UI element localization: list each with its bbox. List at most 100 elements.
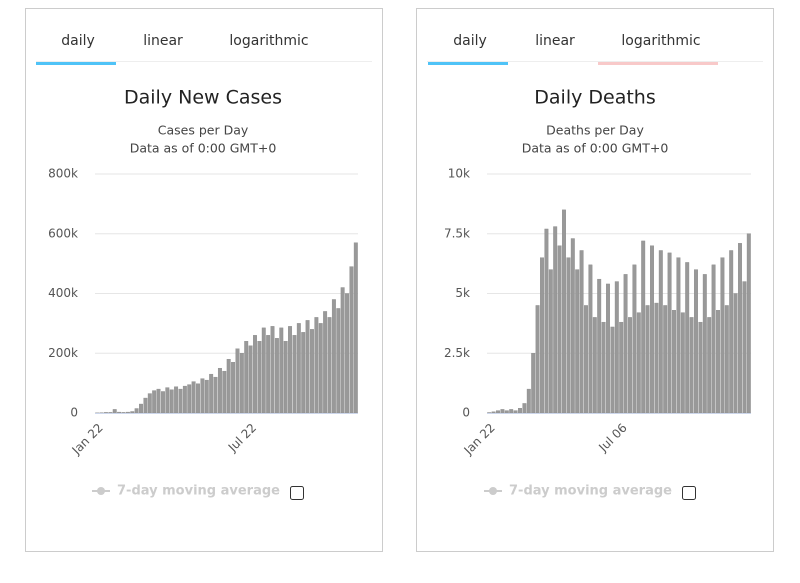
bar <box>223 371 227 413</box>
tab[interactable]: linear <box>143 33 183 49</box>
bar <box>703 274 707 413</box>
bar <box>734 294 738 414</box>
hover-tab-indicator <box>598 62 718 65</box>
bar <box>231 362 235 413</box>
bar <box>589 265 593 413</box>
bar <box>496 411 500 413</box>
bar <box>104 412 108 413</box>
tab[interactable]: daily <box>61 33 95 49</box>
bar <box>646 305 650 413</box>
bar <box>672 310 676 413</box>
checkbox[interactable] <box>291 487 304 500</box>
y-tick-label: 10k <box>448 167 470 181</box>
bar <box>236 349 240 413</box>
bar <box>663 305 667 413</box>
bar <box>659 250 663 413</box>
bar <box>580 250 584 413</box>
bar <box>562 210 566 413</box>
bar <box>196 384 200 413</box>
chart-title: Daily Deaths <box>534 87 655 109</box>
bar <box>668 253 672 413</box>
bar <box>350 267 354 413</box>
bar <box>240 353 244 413</box>
bar <box>690 317 694 413</box>
legend-icon[interactable] <box>97 487 105 495</box>
bar <box>280 328 284 413</box>
bar <box>179 389 183 413</box>
bar <box>288 326 292 413</box>
bar <box>509 409 513 413</box>
legend-item[interactable]: 7-day moving average <box>117 484 280 499</box>
bar <box>602 322 606 413</box>
bar <box>306 320 310 413</box>
bar <box>262 328 266 413</box>
bar <box>337 308 341 413</box>
bar <box>117 412 121 413</box>
bar <box>205 380 209 413</box>
bar <box>531 353 535 413</box>
bar <box>152 391 156 413</box>
bar <box>284 341 288 413</box>
bar <box>214 377 218 413</box>
bar <box>707 317 711 413</box>
bar <box>505 411 509 413</box>
bar <box>624 274 628 413</box>
legend-icon[interactable] <box>489 487 497 495</box>
bar <box>514 411 518 413</box>
bar <box>492 412 496 413</box>
bar <box>187 385 191 413</box>
bar <box>266 335 270 413</box>
bar <box>611 327 615 413</box>
bar <box>527 389 531 413</box>
bar <box>174 387 178 413</box>
bar <box>122 412 126 413</box>
active-tab-indicator <box>36 62 116 65</box>
bar <box>716 310 720 413</box>
y-tick-label: 7.5k <box>444 226 470 240</box>
tab[interactable]: linear <box>535 33 575 49</box>
bar <box>258 341 262 413</box>
y-tick-label: 800k <box>48 167 78 181</box>
bar <box>699 322 703 413</box>
chart-note: Data as of 0:00 GMT+0 <box>130 141 277 156</box>
bar <box>553 227 557 413</box>
bar <box>293 335 297 413</box>
bar <box>681 313 685 413</box>
bar <box>166 388 170 413</box>
bar <box>209 374 213 413</box>
bar <box>729 250 733 413</box>
tab[interactable]: logarithmic <box>621 33 700 49</box>
legend-item[interactable]: 7-day moving average <box>509 484 672 499</box>
chart-note: Data as of 0:00 GMT+0 <box>522 141 669 156</box>
bar <box>575 270 579 413</box>
bar <box>637 313 641 413</box>
bar <box>227 359 231 413</box>
bar <box>655 303 659 413</box>
bar <box>148 394 152 413</box>
bar <box>549 270 553 413</box>
tab[interactable]: logarithmic <box>229 33 308 49</box>
checkbox[interactable] <box>683 487 696 500</box>
bar <box>131 412 135 413</box>
bar <box>536 305 540 413</box>
bar <box>113 409 117 413</box>
bar <box>523 403 527 413</box>
bar <box>192 382 196 413</box>
bar <box>584 305 588 413</box>
bar <box>310 329 314 413</box>
y-tick-label: 600k <box>48 226 78 240</box>
bar <box>721 258 725 413</box>
bar <box>650 246 654 413</box>
tab[interactable]: daily <box>453 33 487 49</box>
bar <box>157 389 161 413</box>
bar <box>183 386 187 413</box>
active-tab-indicator <box>428 62 508 65</box>
bar <box>315 317 319 413</box>
bar <box>518 408 522 413</box>
bar <box>615 282 619 413</box>
bar <box>558 246 562 413</box>
bar <box>354 243 358 413</box>
bar <box>332 299 336 413</box>
chart-subtitle: Deaths per Day <box>546 123 644 138</box>
